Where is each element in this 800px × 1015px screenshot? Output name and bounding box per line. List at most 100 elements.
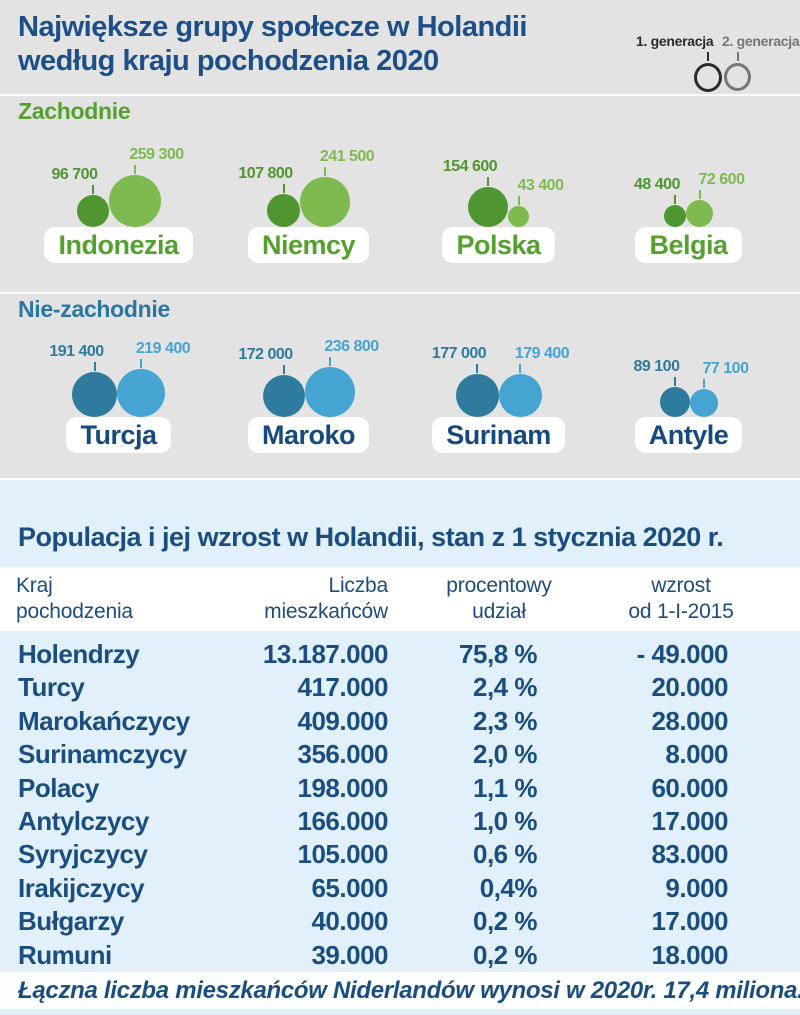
column-header-share: procentowy udział [424, 573, 574, 625]
country-label: Antyle [634, 417, 743, 453]
gen2-value-label: 259 300 [129, 146, 184, 163]
gen1-bubble [267, 194, 300, 227]
cell-origin-group: Syryjczycy [18, 839, 148, 870]
country-label: Maroko [247, 417, 370, 453]
legend-gen1-label: 1. generacja [636, 33, 714, 49]
cell-population-count: 356.000 [297, 739, 389, 770]
bubble-pair-chart: 107 800 241 500 [212, 118, 405, 227]
section-divider [0, 94, 800, 96]
gen1-tick [476, 364, 478, 373]
table-footer-note: Łączna liczba mieszkańców Niderlandów wy… [18, 977, 800, 1004]
table-row: Rumuni 39.000 0,2 % 18.000 [0, 939, 800, 972]
cell-origin-group: Antylczycy [18, 805, 149, 836]
cell-growth-since-2015: 20.000 [651, 672, 728, 703]
gen2-bubble [508, 206, 529, 227]
gen2-bubble [304, 367, 355, 417]
gen2-tick [698, 190, 701, 199]
gen1-tick [487, 177, 489, 186]
gen1-value-label: 96 700 [51, 166, 98, 183]
gen2-tick [140, 359, 142, 368]
population-table-section: Populacja i jej wzrost w Holandii, stan … [0, 478, 800, 1015]
table-row: Surinamczycy 356.000 2,0 % 8.000 [0, 738, 800, 771]
cell-growth-since-2015: 9.000 [665, 872, 728, 903]
gen2-bubble [498, 374, 542, 417]
column-header-line: udział [472, 600, 526, 623]
generation-legend: 1. generacja 2. generacja [630, 33, 800, 95]
cell-percent-share: 0,2 % [473, 906, 538, 937]
gen2-value-label: 179 400 [514, 345, 570, 362]
cell-population-count: 40.000 [311, 906, 388, 937]
cell-population-count: 39.000 [311, 939, 388, 970]
column-header-origin: Kraj pochodzenia [16, 573, 236, 625]
gen2-bubble [689, 389, 718, 417]
gen2-tick [702, 379, 705, 388]
bubble-pair-chart: 172 000 236 800 [212, 308, 405, 417]
gen2-value-label: 241 500 [319, 148, 375, 165]
gen1-tick [93, 362, 96, 371]
table-row: Syryjczycy 105.000 0,6 % 83.000 [0, 838, 800, 871]
country-label-pill: Niemcy [212, 227, 405, 263]
country-group: 191 400 219 400 Turcja [22, 308, 215, 453]
column-header-line: procentowy [446, 574, 552, 597]
cell-percent-share: 2,0 % [473, 739, 538, 770]
table-row: Bułgarzy 40.000 0,2 % 17.000 [0, 905, 800, 938]
bubble-pair-chart: 191 400 219 400 [22, 308, 215, 417]
cell-population-count: 409.000 [297, 705, 389, 736]
cell-population-count: 105.000 [297, 839, 389, 870]
country-label-pill: Surinam [402, 417, 595, 453]
cell-percent-share: 1,1 % [473, 772, 538, 803]
gen2-tick [328, 357, 331, 366]
gen1-value-label: 154 600 [442, 158, 498, 175]
gen2-bubble [108, 175, 161, 227]
table-header: Kraj pochodzenia Liczba mieszkańców proc… [0, 567, 800, 631]
gen1-value-label: 107 800 [238, 165, 293, 182]
gen1-value-label: 191 400 [49, 343, 104, 360]
cell-origin-group: Bułgarzy [18, 906, 124, 937]
gen2-value-label: 77 100 [702, 360, 749, 377]
gen1-tick [673, 377, 676, 386]
gen1-bubble [455, 374, 499, 417]
country-group: 107 800 241 500 Niemcy [212, 118, 405, 263]
cell-origin-group: Marokańczycy [18, 705, 190, 736]
cell-population-count: 417.000 [297, 672, 389, 703]
table-row: Polacy 198.000 1,1 % 60.000 [0, 772, 800, 805]
gen2-bubble [686, 200, 713, 227]
cell-percent-share: 2,4 % [473, 672, 538, 703]
bubble-pair-chart: 177 000 179 400 [402, 308, 595, 417]
table-title: Populacja i jej wzrost w Holandii, stan … [18, 522, 724, 552]
table-row: Holendrzy 13.187.000 75,8 % - 49.000 [0, 638, 800, 671]
gen2-tick [324, 167, 326, 176]
cell-growth-since-2015: 17.000 [651, 906, 728, 937]
country-label: Niemcy [247, 227, 370, 263]
gen1-tick [282, 365, 285, 374]
cell-origin-group: Turcy [18, 672, 85, 703]
country-label-pill: Maroko [212, 417, 405, 453]
cell-percent-share: 75,8 % [459, 639, 537, 669]
western-groups: 96 700 259 300 Indonezia 107 800 241 500 Niem… [0, 118, 800, 263]
table-footer: Łączna liczba mieszkańców Niderlandów wy… [0, 972, 800, 1009]
table-row: Marokańczycy 409.000 2,3 % 28.000 [0, 705, 800, 738]
country-group: 177 000 179 400 Surinam [402, 308, 595, 453]
country-group: 48 400 72 600 Belgia [592, 118, 785, 263]
gen1-value-label: 172 000 [238, 346, 293, 363]
legend-gen2-tick [737, 52, 739, 61]
gen2-bubble [300, 177, 350, 227]
main-title-line1: Największe grupy społecze w Holandii [18, 11, 527, 43]
table-row: Irakijczycy 65.000 0,4% 9.000 [0, 872, 800, 905]
country-group: 89 100 77 100 Antyle [592, 308, 785, 453]
section-label-western: Zachodnie [18, 98, 131, 124]
gen1-bubble [659, 387, 690, 417]
cell-percent-share: 0,6 % [473, 839, 538, 870]
cell-growth-since-2015: 28.000 [651, 705, 728, 736]
country-label-pill: Belgia [592, 227, 785, 263]
cell-percent-share: 1,0 % [473, 805, 538, 836]
legend-gen1-tick [707, 52, 709, 61]
bubble-chart-section: Największe grupy społecze w Holandii wed… [0, 0, 800, 478]
cell-origin-group: Rumuni [18, 939, 112, 970]
country-label: Belgia [635, 227, 742, 263]
bubble-pair-chart: 96 700 259 300 [22, 118, 215, 227]
cell-population-count: 166.000 [297, 805, 389, 836]
column-header-line: Kraj [16, 574, 53, 597]
gen1-bubble [262, 375, 305, 417]
cell-population-count: 198.000 [297, 772, 389, 803]
